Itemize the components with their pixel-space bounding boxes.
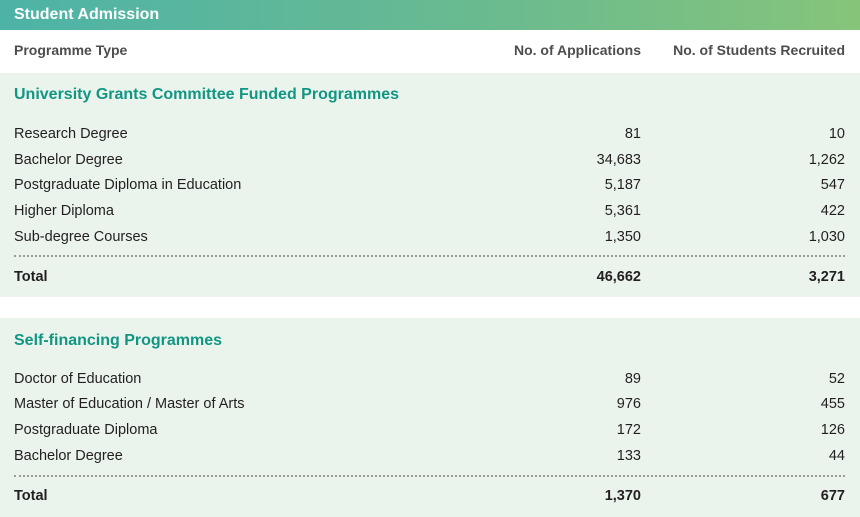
table-row: Sub-degree Courses 1,350 1,030	[0, 226, 860, 248]
recruited-value: 455	[820, 396, 845, 412]
banner-title: Student Admission	[14, 6, 160, 23]
header-applications: No. of Applications	[513, 42, 641, 58]
recruited-value: 126	[820, 422, 845, 438]
total-label: Total	[14, 269, 48, 285]
programme-name: Sub-degree Courses	[14, 229, 148, 245]
programme-name: Postgraduate Diploma	[14, 422, 158, 438]
table-row: Research Degree 81 10	[0, 123, 860, 145]
table-row: Bachelor Degree 133 44	[0, 445, 860, 467]
programme-name: Research Degree	[14, 126, 128, 142]
recruited-value: 44	[828, 448, 845, 464]
applications-value: 81	[624, 126, 641, 142]
programme-name: Higher Diploma	[14, 203, 114, 219]
table-row: Higher Diploma 5,361 422	[0, 200, 860, 222]
header-recruited: No. of Students Recruited	[673, 42, 845, 58]
table-row: Postgraduate Diploma in Education 5,187 …	[0, 174, 860, 196]
ugc-section-title: University Grants Committee Funded Progr…	[14, 86, 399, 103]
total-label: Total	[14, 488, 48, 504]
table-row: Doctor of Education 89 52	[0, 368, 860, 390]
self-financing-section: Self-financing Programmes Doctor of Educ…	[0, 318, 860, 517]
total-recruited: 3,271	[808, 269, 845, 285]
recruited-value: 547	[820, 177, 845, 193]
table-row: Postgraduate Diploma 172 126	[0, 419, 860, 441]
total-row: Total 1,370 677	[0, 485, 860, 507]
applications-value: 34,683	[596, 152, 641, 168]
applications-value: 5,187	[604, 177, 641, 193]
applications-value: 133	[616, 448, 641, 464]
header-programme-type: Programme Type	[14, 42, 128, 58]
programme-name: Doctor of Education	[14, 371, 142, 387]
recruited-value: 1,262	[808, 152, 845, 168]
ugc-section: University Grants Committee Funded Progr…	[0, 73, 860, 297]
self-financing-section-title: Self-financing Programmes	[14, 332, 223, 349]
recruited-value: 52	[828, 371, 845, 387]
table-row: Master of Education / Master of Arts 976…	[0, 393, 860, 415]
table-row: Bachelor Degree 34,683 1,262	[0, 149, 860, 171]
total-applications: 46,662	[596, 269, 641, 285]
section-banner: Student Admission	[0, 0, 860, 30]
total-recruited: 677	[820, 488, 845, 504]
programme-name: Bachelor Degree	[14, 448, 123, 464]
applications-value: 172	[616, 422, 641, 438]
applications-value: 5,361	[604, 203, 641, 219]
programme-name: Master of Education / Master of Arts	[14, 396, 245, 412]
recruited-value: 10	[828, 126, 845, 142]
total-applications: 1,370	[604, 488, 641, 504]
dotted-divider	[14, 475, 845, 477]
recruited-value: 422	[820, 203, 845, 219]
total-row: Total 46,662 3,271	[0, 266, 860, 288]
applications-value: 1,350	[604, 229, 641, 245]
recruited-value: 1,030	[808, 229, 845, 245]
applications-value: 976	[616, 396, 641, 412]
dotted-divider	[14, 255, 845, 257]
section-gap	[0, 297, 860, 318]
programme-name: Postgraduate Diploma in Education	[14, 177, 242, 193]
applications-value: 89	[624, 371, 641, 387]
programme-name: Bachelor Degree	[14, 152, 123, 168]
column-header-row: Programme Type No. of Applications No. o…	[0, 30, 860, 73]
